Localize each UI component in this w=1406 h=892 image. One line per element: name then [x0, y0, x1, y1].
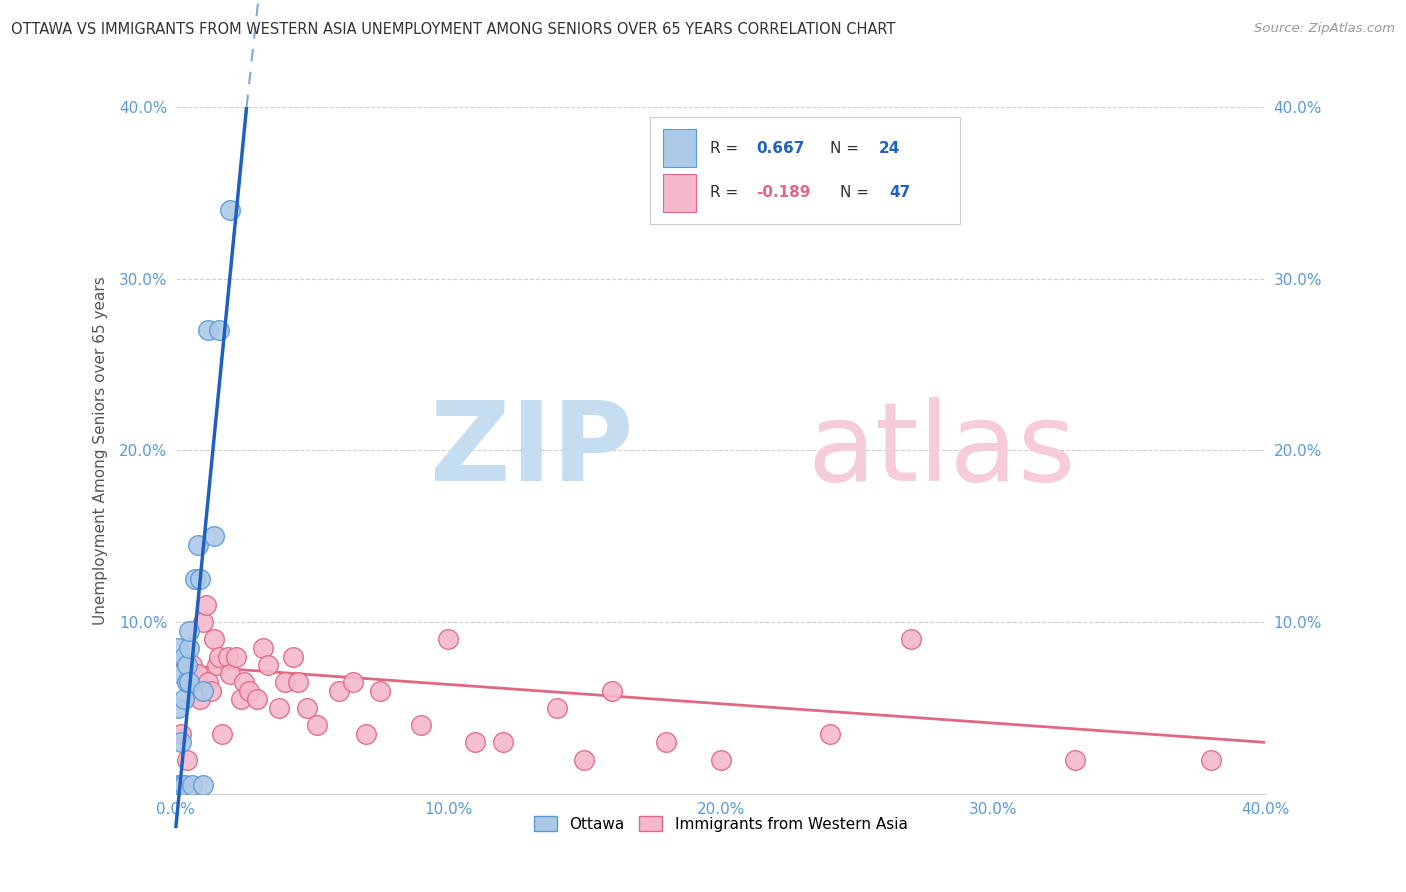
Point [186, 666, 209, 681]
Text: 0.667: 0.667 [756, 141, 804, 156]
Point [184, 683, 207, 698]
Point [202, 529, 225, 543]
Point [181, 658, 204, 673]
Point [219, 202, 242, 217]
Point [194, 598, 217, 612]
Text: 47: 47 [890, 186, 911, 201]
Point [574, 753, 596, 767]
Point [231, 692, 253, 706]
Point [217, 649, 239, 664]
Point [197, 675, 219, 690]
Point [173, 778, 195, 792]
Point [225, 649, 247, 664]
Point [269, 701, 291, 715]
Point [170, 666, 193, 681]
Point [328, 683, 350, 698]
Point [274, 675, 297, 690]
Y-axis label: Unemployment Among Seniors over 65 years: Unemployment Among Seniors over 65 years [93, 277, 108, 624]
Point [232, 675, 254, 690]
Point [208, 649, 231, 664]
FancyBboxPatch shape [650, 118, 960, 224]
Point [184, 572, 207, 586]
Point [211, 727, 233, 741]
Point [208, 323, 231, 337]
Point [176, 658, 198, 673]
Text: R =: R = [710, 141, 742, 156]
Point [287, 675, 309, 690]
Text: Source: ZipAtlas.com: Source: ZipAtlas.com [1254, 22, 1395, 36]
Legend: Ottawa, Immigrants from Western Asia: Ottawa, Immigrants from Western Asia [527, 810, 914, 838]
Bar [662, 174, 696, 211]
Point [173, 649, 195, 664]
Point [179, 624, 201, 638]
Point [188, 692, 211, 706]
Point [167, 778, 190, 792]
Text: ZIP: ZIP [430, 397, 633, 504]
Text: R =: R = [710, 186, 742, 201]
Point [1199, 753, 1222, 767]
Point [179, 640, 201, 655]
Point [252, 640, 274, 655]
Point [170, 735, 193, 749]
Point [437, 632, 460, 647]
Text: N =: N = [841, 186, 875, 201]
Point [307, 718, 329, 732]
Point [1063, 753, 1085, 767]
Point [200, 683, 222, 698]
Point [409, 718, 432, 732]
Point [179, 675, 201, 690]
Point [205, 658, 228, 673]
Point [173, 778, 195, 792]
Point [186, 538, 209, 552]
Point [173, 692, 195, 706]
Point [246, 692, 269, 706]
Point [181, 778, 204, 792]
Bar [662, 129, 696, 167]
Point [197, 323, 219, 337]
Point [710, 753, 733, 767]
Point [167, 640, 190, 655]
Point [219, 666, 242, 681]
Point [170, 727, 193, 741]
Point [655, 735, 678, 749]
Point [238, 683, 260, 698]
Point [368, 683, 391, 698]
Text: atlas: atlas [807, 397, 1076, 504]
Point [176, 675, 198, 690]
Point [600, 683, 623, 698]
Point [900, 632, 922, 647]
Point [188, 572, 211, 586]
Point [356, 727, 378, 741]
Point [257, 658, 280, 673]
Point [170, 778, 193, 792]
Text: 24: 24 [879, 141, 900, 156]
Point [202, 632, 225, 647]
Point [191, 683, 214, 698]
Point [492, 735, 515, 749]
Point [818, 727, 841, 741]
Point [191, 778, 214, 792]
Text: N =: N = [830, 141, 863, 156]
Text: OTTAWA VS IMMIGRANTS FROM WESTERN ASIA UNEMPLOYMENT AMONG SENIORS OVER 65 YEARS : OTTAWA VS IMMIGRANTS FROM WESTERN ASIA U… [11, 22, 896, 37]
Text: -0.189: -0.189 [756, 186, 811, 201]
Point [167, 701, 190, 715]
Point [281, 649, 304, 664]
Point [176, 753, 198, 767]
Point [546, 701, 568, 715]
Point [191, 615, 214, 630]
Point [342, 675, 364, 690]
Point [295, 701, 318, 715]
Point [464, 735, 486, 749]
